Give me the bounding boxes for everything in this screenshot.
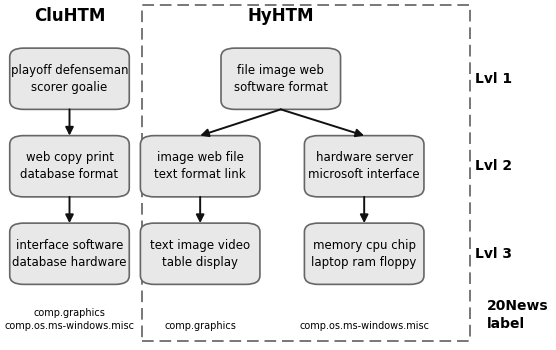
- FancyBboxPatch shape: [141, 135, 260, 197]
- Bar: [142, 5, 470, 341]
- Text: 20News
label: 20News label: [486, 300, 548, 331]
- Text: comp.graphics: comp.graphics: [164, 321, 236, 331]
- Text: web copy print
database format: web copy print database format: [21, 151, 118, 181]
- FancyBboxPatch shape: [10, 48, 129, 109]
- FancyBboxPatch shape: [221, 48, 340, 109]
- Text: playoff defenseman
scorer goalie: playoff defenseman scorer goalie: [11, 64, 128, 94]
- Text: CluHTM: CluHTM: [34, 7, 105, 25]
- Text: text image video
table display: text image video table display: [150, 239, 250, 269]
- Text: Lvl 1: Lvl 1: [475, 72, 513, 86]
- Text: comp.graphics
comp.os.ms-windows.misc: comp.graphics comp.os.ms-windows.misc: [4, 308, 135, 331]
- Text: HyHTM: HyHTM: [247, 7, 314, 25]
- FancyBboxPatch shape: [305, 135, 424, 197]
- Text: memory cpu chip
laptop ram floppy: memory cpu chip laptop ram floppy: [311, 239, 417, 269]
- Text: file image web
software format: file image web software format: [234, 64, 328, 94]
- FancyBboxPatch shape: [10, 135, 129, 197]
- Text: hardware server
microsoft interface: hardware server microsoft interface: [309, 151, 420, 181]
- FancyBboxPatch shape: [305, 223, 424, 284]
- FancyBboxPatch shape: [10, 223, 129, 284]
- Text: Lvl 2: Lvl 2: [475, 159, 513, 173]
- Text: Lvl 3: Lvl 3: [475, 247, 513, 261]
- Text: interface software
database hardware: interface software database hardware: [12, 239, 127, 269]
- Text: image web file
text format link: image web file text format link: [155, 151, 246, 181]
- Text: comp.os.ms-windows.misc: comp.os.ms-windows.misc: [299, 321, 429, 331]
- FancyBboxPatch shape: [141, 223, 260, 284]
